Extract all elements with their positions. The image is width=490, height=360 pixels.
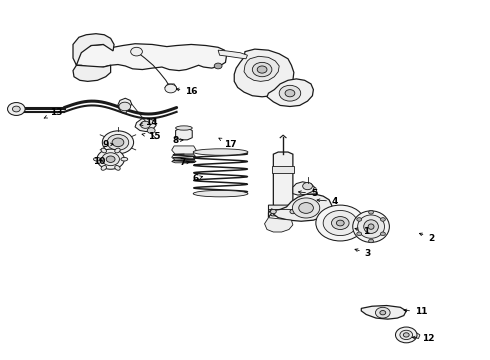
Text: 1: 1 [355, 228, 369, 237]
Polygon shape [175, 128, 192, 140]
Polygon shape [172, 160, 196, 163]
Circle shape [380, 218, 385, 221]
Text: 4: 4 [317, 197, 339, 206]
Text: 11: 11 [404, 307, 428, 316]
Circle shape [102, 131, 134, 154]
Circle shape [380, 311, 386, 315]
Circle shape [97, 149, 124, 169]
Polygon shape [73, 34, 114, 65]
Text: 3: 3 [355, 249, 371, 258]
Text: 12: 12 [412, 334, 434, 343]
Circle shape [400, 330, 413, 339]
Polygon shape [118, 98, 132, 114]
Circle shape [375, 307, 390, 318]
Circle shape [357, 232, 362, 235]
Text: 8: 8 [172, 136, 183, 145]
Circle shape [293, 198, 320, 218]
Ellipse shape [193, 149, 248, 155]
Ellipse shape [358, 215, 385, 238]
Circle shape [165, 84, 176, 93]
Polygon shape [218, 50, 247, 59]
Ellipse shape [121, 157, 128, 161]
Polygon shape [272, 166, 294, 173]
Circle shape [279, 85, 301, 101]
Circle shape [299, 203, 314, 213]
Circle shape [270, 210, 276, 214]
Circle shape [214, 63, 222, 69]
Circle shape [257, 66, 267, 73]
Ellipse shape [368, 224, 374, 229]
Ellipse shape [101, 148, 106, 153]
Polygon shape [273, 152, 293, 208]
Polygon shape [412, 332, 420, 338]
Polygon shape [269, 194, 332, 221]
Circle shape [316, 205, 365, 241]
Circle shape [12, 106, 20, 112]
Polygon shape [234, 49, 294, 97]
Circle shape [303, 183, 313, 190]
Ellipse shape [364, 220, 378, 233]
Circle shape [368, 211, 373, 214]
Circle shape [323, 211, 357, 235]
Polygon shape [267, 79, 314, 107]
Polygon shape [265, 218, 293, 232]
Circle shape [357, 218, 362, 221]
Polygon shape [73, 65, 111, 81]
Polygon shape [172, 146, 196, 154]
Circle shape [147, 128, 155, 134]
Text: 17: 17 [219, 138, 237, 149]
Circle shape [336, 220, 344, 226]
Polygon shape [269, 205, 298, 216]
Circle shape [112, 138, 124, 147]
Circle shape [7, 103, 25, 116]
Circle shape [285, 90, 295, 97]
Ellipse shape [101, 166, 106, 170]
Polygon shape [165, 84, 176, 91]
Polygon shape [172, 154, 196, 160]
Text: 15: 15 [142, 132, 161, 141]
Circle shape [403, 333, 409, 337]
Text: 2: 2 [419, 233, 435, 243]
Polygon shape [293, 182, 315, 195]
Circle shape [102, 153, 120, 166]
Circle shape [252, 62, 272, 77]
Ellipse shape [175, 126, 192, 130]
Circle shape [107, 134, 129, 150]
Ellipse shape [353, 211, 390, 242]
Text: 13: 13 [44, 108, 62, 118]
Text: 6: 6 [192, 174, 203, 183]
Circle shape [380, 232, 385, 235]
Text: 14: 14 [139, 118, 157, 127]
Text: 5: 5 [298, 189, 317, 198]
Ellipse shape [94, 157, 100, 161]
Polygon shape [135, 118, 156, 132]
Ellipse shape [193, 190, 248, 197]
Polygon shape [76, 44, 226, 71]
Circle shape [106, 156, 115, 162]
Polygon shape [299, 185, 318, 194]
Text: 16: 16 [176, 86, 198, 95]
Polygon shape [244, 56, 279, 81]
Circle shape [368, 239, 373, 243]
Text: 10: 10 [93, 157, 105, 166]
Circle shape [119, 102, 131, 111]
Text: 9: 9 [102, 140, 113, 149]
Polygon shape [361, 306, 406, 319]
Text: 7: 7 [179, 158, 190, 167]
Circle shape [131, 47, 143, 56]
Circle shape [331, 217, 349, 229]
Circle shape [290, 210, 296, 214]
Ellipse shape [115, 148, 120, 153]
Circle shape [141, 121, 150, 129]
Circle shape [395, 327, 417, 343]
Ellipse shape [115, 166, 120, 170]
